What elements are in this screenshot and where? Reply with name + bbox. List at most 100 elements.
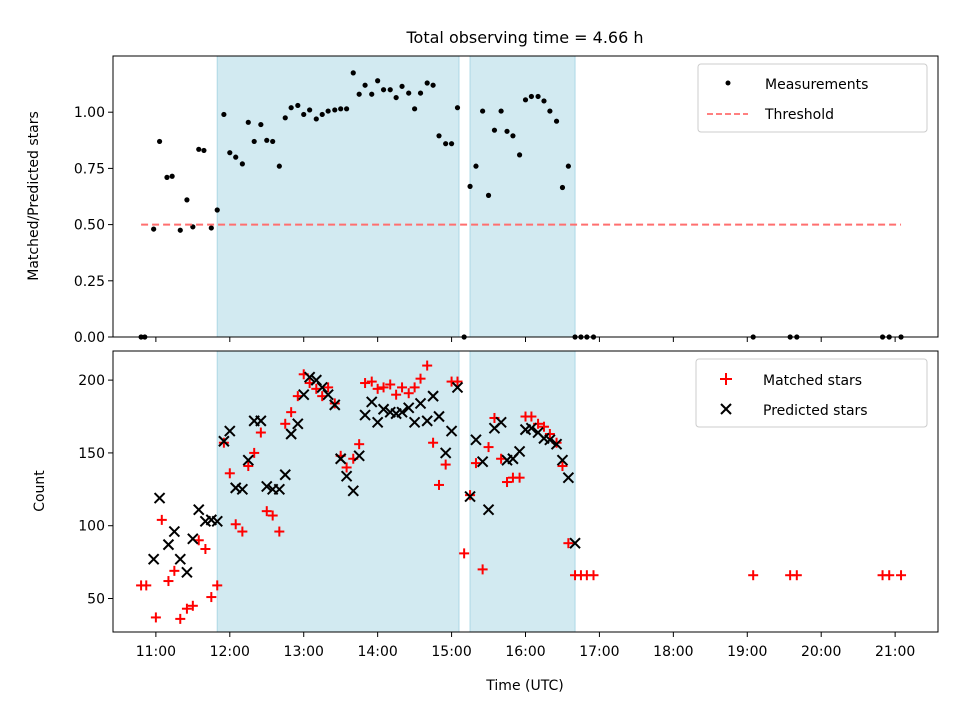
predicted-star-point: [174, 553, 186, 565]
legend-threshold-label: Threshold: [764, 107, 834, 123]
measurement-point: [344, 106, 350, 112]
measurement-point: [362, 82, 368, 88]
measurement-point: [313, 116, 319, 122]
y-tick-label: 150: [78, 446, 105, 462]
predicted-star-point: [408, 416, 421, 429]
measurement-point: [288, 105, 294, 111]
measurement-point: [467, 183, 473, 189]
y-tick-label: 200: [78, 373, 105, 389]
measurement-point: [319, 111, 325, 118]
count-marks: [136, 360, 907, 624]
observing-interval-1: [216, 55, 460, 338]
predicted-star-point: [366, 396, 378, 408]
matched-star-point: [224, 468, 235, 479]
matched-star-point: [502, 477, 513, 488]
observing-interval-1: [216, 350, 460, 633]
predicted-star-point: [476, 455, 489, 468]
measurement-point: [375, 78, 381, 84]
measurement-point: [156, 138, 163, 145]
measurement-point: [276, 163, 282, 169]
y-tick-label: 1.00: [74, 105, 105, 121]
matched-star-point: [514, 472, 525, 483]
measurement-point: [504, 128, 510, 134]
predicted-star-point: [377, 403, 390, 415]
predicted-star-point: [153, 492, 166, 504]
predicted-star-point: [371, 416, 384, 429]
measurement-point: [443, 141, 449, 147]
predicted-star-point: [230, 482, 242, 494]
measurement-point: [196, 146, 202, 152]
y-tick-label: 0.00: [74, 330, 105, 346]
matched-star-point: [452, 376, 463, 387]
predicted-star-point: [255, 415, 267, 427]
predicted-star-point: [322, 388, 334, 401]
matched-star-point: [459, 548, 470, 559]
predicted-star-point: [273, 483, 286, 496]
matched-star-point: [791, 570, 802, 581]
predicted-star-point: [147, 553, 160, 565]
matched-star-point: [150, 612, 161, 623]
measurement-point: [516, 152, 523, 158]
x-tick-label: 14:00: [357, 644, 397, 660]
measurement-point: [151, 226, 157, 232]
measurement-point: [473, 163, 479, 169]
measurement-point: [177, 227, 183, 233]
predicted-star-point: [525, 422, 538, 434]
measurement-point: [399, 83, 405, 89]
measurement-point: [522, 97, 529, 103]
measurement-point: [387, 87, 393, 93]
legend-measurements-label: Measurements: [765, 77, 868, 93]
matched-star-point: [206, 592, 217, 603]
matched-star-point: [163, 576, 174, 587]
matched-star-point: [212, 580, 223, 591]
predicted-star-point: [285, 428, 297, 440]
measurement-point: [295, 102, 301, 109]
measurement-point: [338, 106, 344, 112]
measurement-point: [565, 163, 571, 169]
matched-star-point: [391, 389, 402, 400]
x-tick-label: 17:00: [579, 644, 619, 660]
predicted-star-point: [445, 425, 458, 437]
matched-star-point: [409, 382, 420, 393]
predicted-star-point: [334, 453, 347, 465]
predicted-star-point: [168, 525, 181, 538]
matched-star-point: [434, 479, 445, 490]
observing-interval-2: [469, 55, 576, 338]
predicted-star-point: [433, 410, 445, 423]
figure-title: Total observing time = 4.66 h: [405, 28, 643, 47]
y-tick-label: 100: [78, 519, 105, 535]
measurement-point: [184, 197, 190, 203]
measurement-point: [325, 108, 331, 114]
matched-star-point: [249, 447, 260, 458]
predicted-star-point: [329, 399, 341, 411]
measurement-point: [480, 108, 486, 114]
x-tick-label: 16:00: [505, 644, 545, 660]
measurement-point: [535, 93, 541, 100]
predicted-star-point: [464, 490, 476, 503]
matched-star-point: [415, 373, 426, 384]
count-legend: Matched stars Predicted stars: [695, 358, 928, 428]
legend-predicted-marker: [720, 403, 732, 415]
predicted-star-point: [292, 418, 304, 430]
legend-measurements-marker: [725, 80, 731, 86]
x-tick-label: 13:00: [284, 644, 324, 660]
predicted-star-point: [347, 485, 359, 497]
measurement-point: [239, 161, 245, 167]
matched-star-point: [477, 564, 488, 575]
count-axis-ticks: 50 100 150 200 11:00 12:00 13:00 14:00 15:00 16:0…: [78, 373, 915, 660]
measurement-point: [510, 133, 516, 139]
matched-star-point: [360, 378, 371, 389]
measurement-point: [369, 91, 375, 97]
measurement-point: [454, 105, 461, 111]
measurement-point: [448, 141, 455, 147]
measurement-point: [424, 80, 430, 86]
predicted-star-point: [396, 406, 408, 418]
matched-star-point: [366, 376, 377, 387]
matched-star-point: [563, 538, 574, 549]
predicted-star-point: [470, 434, 482, 446]
matched-star-point: [470, 458, 481, 469]
predicted-star-point: [218, 435, 230, 447]
count-legend-box: [695, 358, 928, 428]
predicted-star-point: [242, 454, 254, 466]
x-tick-label: 19:00: [727, 644, 767, 660]
